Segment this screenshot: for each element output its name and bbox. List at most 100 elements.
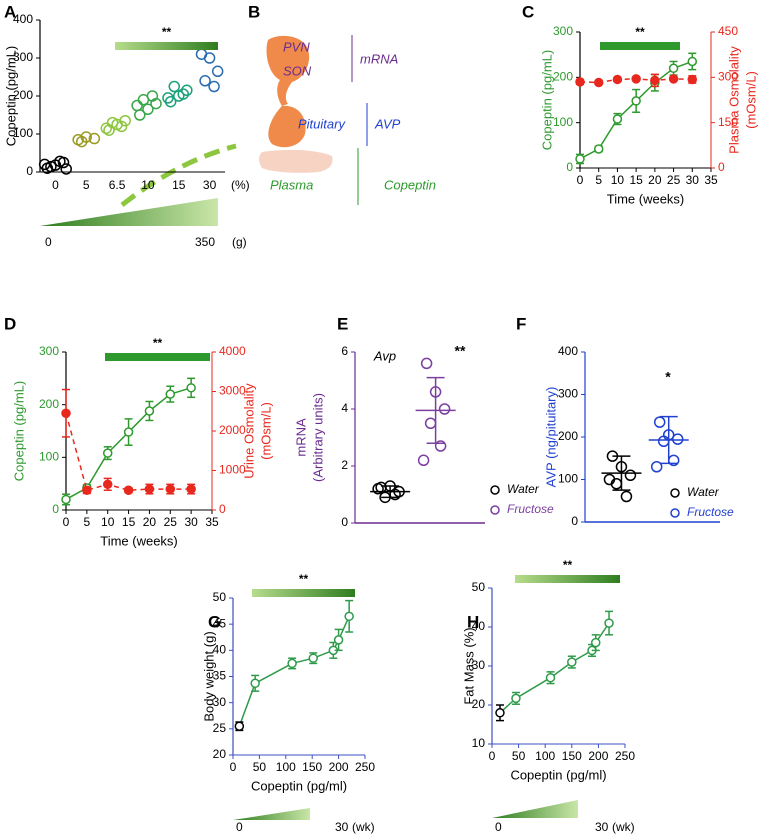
point [434,440,447,452]
significance-bar [515,575,620,583]
x-unit: (%) [231,178,250,192]
point [650,461,663,473]
label-pituitary: Pituitary [298,116,346,131]
legend-marker [670,488,680,498]
label-mrna: mRNA [360,51,398,66]
x-tick-label: 250 [355,760,375,774]
x-tick-label: 0 [577,173,584,187]
significance: ** [455,343,466,359]
y-tick-label: 100 [13,126,33,140]
x-tick-label: 150 [562,749,582,763]
ramp [492,800,578,818]
significance: ** [153,336,163,350]
point [203,52,216,64]
x-tick-label: 30 [184,515,198,529]
point [593,144,604,154]
point [102,448,113,458]
point [61,494,71,505]
panel-letter: E [337,314,348,333]
ramp-label: 30 [335,820,349,834]
point [146,90,159,102]
y-axis-label: Body weight (g) [201,631,216,721]
point [308,653,319,663]
significance-bar [600,42,680,50]
point [199,75,211,87]
point [687,74,698,85]
x-tick-label: 0 [63,515,70,529]
point [624,469,637,481]
x-tick-label: 5 [84,515,91,529]
y-axis-label: Plasma Osmolality [726,46,741,154]
ramp-unit: (wk) [612,820,635,834]
y-tick-label: 50 [213,590,227,604]
point [620,490,633,503]
hypothalamus [266,35,310,107]
point [344,611,354,622]
x-tick-label: 10 [101,515,115,529]
label-pvn: PVN [283,39,310,54]
x-tick-label: 30 [203,178,217,192]
ramp-label: 30 [595,820,609,834]
point [687,56,698,67]
point [38,158,51,171]
point [123,427,134,437]
x-tick-label: 15 [122,515,136,529]
y-tick-label: 300 [558,387,578,401]
point [162,92,174,104]
point [495,708,505,718]
point [115,120,128,133]
y-tick-label: 300 [39,344,59,358]
legend-label: Fructose [687,505,734,519]
y-tick-label: 25 [213,721,227,735]
point [60,163,72,175]
y2-tick-label: 4000 [219,344,246,358]
significance-bar [115,42,218,50]
point [76,135,88,148]
point [208,80,220,93]
y-tick-label: 40 [472,619,486,633]
point [88,132,101,145]
y-tick-label: 2 [341,458,348,472]
ramp-label: 350 [195,235,215,249]
ramp-unit: (g) [232,235,247,249]
x-tick-label: 20 [648,173,662,187]
significance: ** [563,558,573,572]
x-tick-label: 100 [276,760,296,774]
y-tick-label: 100 [39,450,59,464]
point [131,99,143,112]
point [575,77,585,87]
point [420,357,433,370]
y-axis-label: Copeptin (pg/mL) [11,381,26,481]
x-tick-label: 5 [83,178,90,192]
y-tick-label: 300 [553,24,573,38]
panel-letter: H [467,612,479,631]
y-tick-label: 200 [558,429,578,443]
y-tick-label: 200 [553,70,573,84]
point [603,473,616,486]
point [54,155,66,168]
y-tick-label: 30 [472,658,486,672]
panel-letter: G [208,612,221,631]
y-tick-label: 400 [13,12,33,26]
point [650,75,660,86]
y2-tick-label: 150 [718,115,738,129]
ramp [40,198,218,226]
x-tick-label: 20 [143,515,157,529]
point [417,454,430,467]
x-tick-label: 0 [230,760,237,774]
point [604,618,614,628]
y-tick-label: 35 [213,669,227,683]
y-tick-label: 10 [472,736,486,750]
y-axis-label: Copeptin (pg/mL) [539,50,554,150]
point [144,406,155,416]
plasma [259,149,333,173]
y2-tick-label: 3000 [219,384,246,398]
legend-label: Water [507,482,540,496]
point [511,693,521,704]
y-tick-label: 100 [558,472,578,486]
y2-tick-label: 1000 [219,463,246,477]
x-tick-label: 100 [535,749,555,763]
x-tick-label: 15 [172,178,186,192]
y-tick-label: 20 [472,697,486,711]
